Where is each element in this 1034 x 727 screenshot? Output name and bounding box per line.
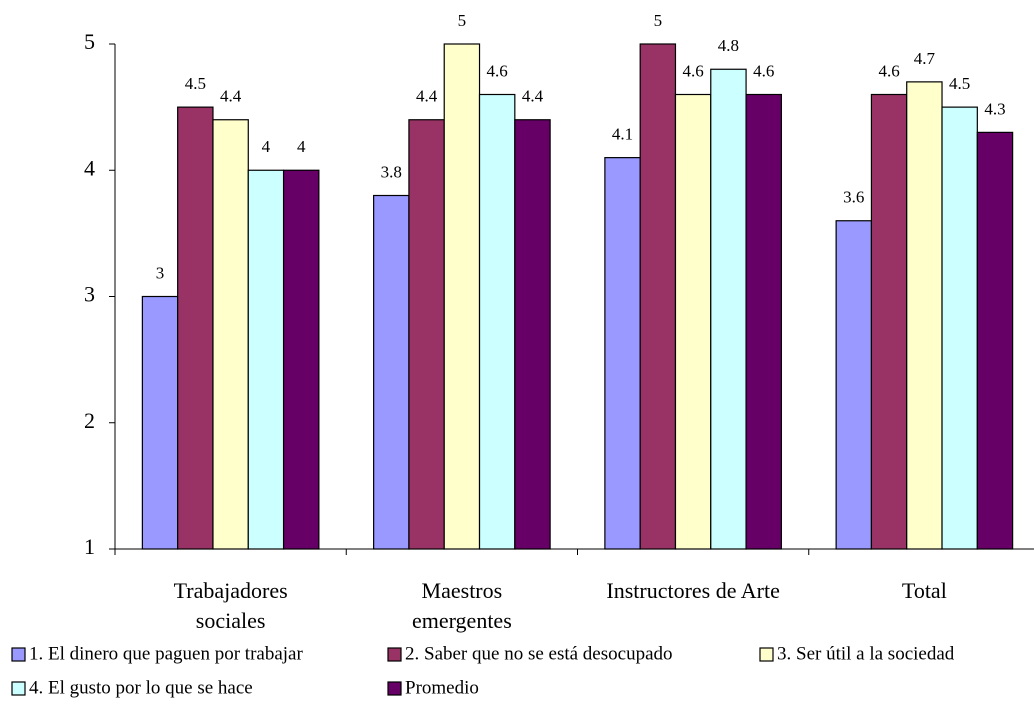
value-label: 4.7: [914, 49, 936, 68]
value-label: 4: [297, 137, 306, 156]
bar: [282, 169, 320, 550]
y-tick-label: 1: [84, 534, 95, 559]
value-label: 3.6: [843, 188, 864, 207]
bar: [247, 169, 285, 550]
y-tick-label: 2: [84, 408, 95, 433]
value-label: 4: [262, 137, 271, 156]
x-tick-label: Trabajadores sociales: [173, 578, 288, 633]
bar: [373, 194, 410, 550]
x-tick-label: Instructores de Arte: [606, 578, 780, 603]
value-label: 4.4: [220, 87, 242, 106]
legend-swatch: [11, 647, 26, 662]
bar: [941, 106, 978, 550]
legend-swatch: [387, 681, 402, 696]
bar: [604, 157, 641, 550]
value-label: 4.4: [522, 87, 544, 106]
bar: [408, 119, 445, 550]
value-label: 4.6: [487, 61, 508, 80]
bar: [976, 131, 1014, 550]
x-tick-label: Maestros emergentes: [411, 578, 512, 633]
value-label: 3.8: [381, 162, 402, 181]
legend-label: 2. Saber que no se está desocupado: [405, 643, 673, 664]
value-label: 4.1: [612, 125, 633, 144]
bar: [835, 220, 873, 550]
bar: [443, 43, 481, 550]
legend-label: 3. Ser útil a la sociedad: [777, 643, 955, 664]
legend-swatch: [759, 647, 774, 662]
legend-swatch: [387, 647, 402, 662]
value-label: 4.8: [718, 36, 739, 55]
value-label: 5: [458, 11, 467, 30]
y-tick-label: 4: [84, 155, 95, 180]
x-tick-label: Total: [901, 578, 947, 603]
bar: [906, 81, 943, 550]
bar: [514, 119, 551, 550]
bar: [674, 93, 712, 550]
value-label: 4.5: [185, 74, 206, 93]
y-tick-label: 3: [84, 282, 95, 307]
legend-label: 4. El gusto por lo que se hace: [29, 677, 253, 698]
bar: [745, 93, 782, 550]
value-label: 5: [654, 11, 663, 30]
legend-swatch: [11, 681, 26, 696]
value-label: 4.6: [753, 61, 774, 80]
bar: [710, 68, 747, 550]
legend-label: 1. El dinero que paguen por trabajar: [29, 643, 303, 664]
bar: [639, 43, 677, 550]
bar: [212, 119, 249, 550]
bar: [478, 93, 516, 550]
legend-label: Promedio: [405, 677, 479, 698]
value-label: 4.6: [878, 61, 899, 80]
bar: [870, 93, 908, 550]
value-label: 4.6: [683, 61, 704, 80]
bar: [141, 295, 179, 550]
bar: [177, 106, 214, 550]
value-label: 4.5: [949, 74, 970, 93]
value-label: 4.3: [984, 99, 1005, 118]
y-tick-label: 5: [84, 29, 95, 54]
value-label: 4.4: [416, 87, 438, 106]
value-label: 3: [156, 263, 165, 282]
